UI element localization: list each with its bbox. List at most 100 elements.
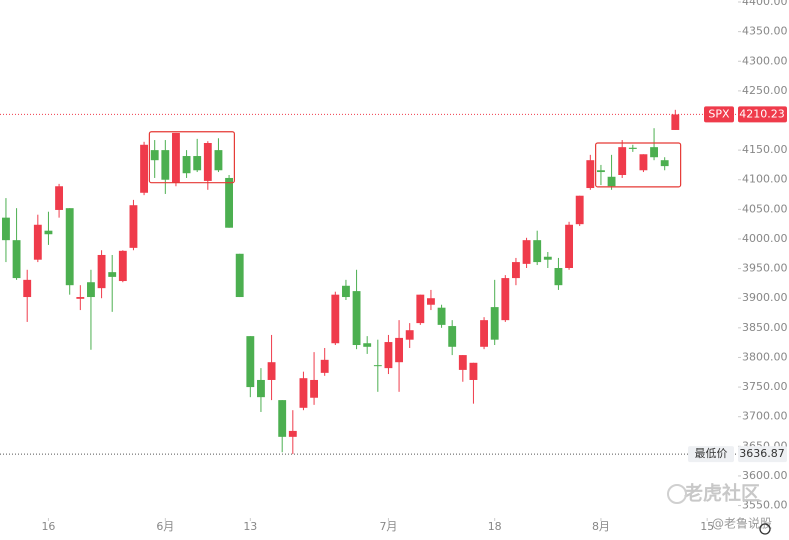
candle-body — [278, 400, 287, 437]
low-price-tag-bg — [738, 446, 787, 463]
highlight-box — [595, 142, 682, 188]
candle-body — [405, 330, 414, 340]
candle-body — [257, 379, 265, 398]
y-tick-label: 3750.00 — [742, 380, 788, 393]
candle-body — [554, 268, 563, 286]
candle-body — [512, 262, 520, 279]
candle-body — [427, 298, 435, 305]
candle-body — [373, 365, 382, 367]
candle-body — [129, 205, 138, 248]
candle-body — [597, 170, 605, 173]
candle-body — [2, 217, 10, 241]
x-tick-label: 13 — [243, 520, 257, 533]
candle-body — [522, 240, 531, 264]
candle-body — [575, 195, 584, 225]
candle-body — [469, 362, 478, 380]
candle-body — [288, 430, 297, 437]
candle-body — [214, 150, 223, 171]
candle-body — [76, 297, 85, 299]
candle-body — [12, 240, 21, 279]
candle-body — [331, 294, 340, 344]
candle-body — [363, 343, 372, 347]
candle-body — [650, 147, 658, 158]
candle-body — [543, 256, 552, 260]
candle-body — [607, 176, 616, 187]
candle-body — [565, 224, 573, 269]
candle-body — [395, 337, 403, 363]
candle-body — [533, 240, 542, 263]
candle-body — [628, 147, 637, 149]
candle-body — [416, 294, 425, 324]
candle-body — [55, 186, 64, 210]
candle-body — [310, 379, 319, 398]
candle-body — [150, 150, 159, 161]
candle-body — [44, 230, 53, 235]
candle-body — [586, 160, 595, 189]
y-tick-label: 4350.00 — [742, 25, 788, 38]
y-tick-label: 4250.00 — [742, 84, 788, 97]
candle-body — [182, 156, 191, 174]
candle-body — [87, 282, 95, 298]
candle-body — [225, 177, 234, 228]
candle-body — [501, 278, 510, 321]
watermark-logo — [667, 484, 687, 504]
candle-body — [320, 359, 329, 373]
plot-area — [2, 109, 680, 455]
settings-icon[interactable] — [759, 523, 771, 535]
candle-body — [660, 160, 669, 167]
x-tick-label: 15 — [700, 520, 714, 533]
y-tick-label: 4050.00 — [742, 202, 788, 215]
y-tick-label: 4000.00 — [742, 232, 788, 245]
x-tick-label: 8月 — [592, 520, 610, 533]
y-tick-label: 3950.00 — [742, 262, 788, 275]
candle-body — [108, 272, 117, 277]
y-tick-label: 3800.00 — [742, 350, 788, 363]
candle-body — [235, 253, 244, 298]
candle-body — [639, 154, 648, 171]
low-price-label: 最低价 — [695, 447, 728, 460]
symbol-tag: SPX — [708, 107, 730, 120]
candle-body — [437, 307, 446, 325]
candle-body — [267, 362, 276, 380]
candle-body — [203, 143, 212, 181]
candle-body — [618, 147, 627, 175]
candle-body — [480, 320, 488, 347]
highlight-box — [148, 131, 235, 184]
y-tick-label: 3600.00 — [742, 469, 788, 482]
candle-body — [193, 156, 202, 171]
low-label-bg — [688, 446, 734, 463]
y-tick-label: 3900.00 — [742, 291, 788, 304]
low-price-tag: 3636.87 — [739, 447, 785, 460]
last-price-tag: 4210.23 — [739, 107, 785, 120]
y-tick-label: 3550.00 — [742, 499, 788, 512]
candle-body — [671, 114, 680, 130]
candle-body — [97, 254, 106, 289]
candle-body — [246, 336, 255, 388]
y-tick-label: 4150.00 — [742, 143, 788, 156]
candle-body — [33, 224, 42, 260]
last-price-tag-bg — [738, 106, 787, 123]
candle-body — [161, 150, 170, 180]
candle-body — [448, 326, 457, 347]
y-tick-label: 4300.00 — [742, 54, 788, 67]
watermark: 老虎社区 — [684, 482, 760, 505]
candle-body — [118, 250, 127, 282]
candle-body — [384, 342, 393, 369]
candle-body — [140, 144, 149, 193]
x-tick-label: 7月 — [379, 520, 397, 533]
candle-body — [490, 307, 499, 340]
candle-body — [342, 285, 350, 298]
y-tick-label: 4100.00 — [742, 173, 788, 186]
candle-body — [352, 291, 361, 346]
y-tick-label: 3700.00 — [742, 410, 788, 423]
symbol-tag-bg — [704, 106, 734, 123]
candle-body — [299, 378, 308, 408]
y-tick-label: 3850.00 — [742, 321, 788, 334]
candle-body — [23, 279, 32, 298]
candle-body — [458, 355, 467, 370]
candle-body — [65, 208, 74, 286]
x-tick-label: 18 — [488, 520, 502, 533]
y-tick-label: 4400.00 — [742, 0, 788, 8]
